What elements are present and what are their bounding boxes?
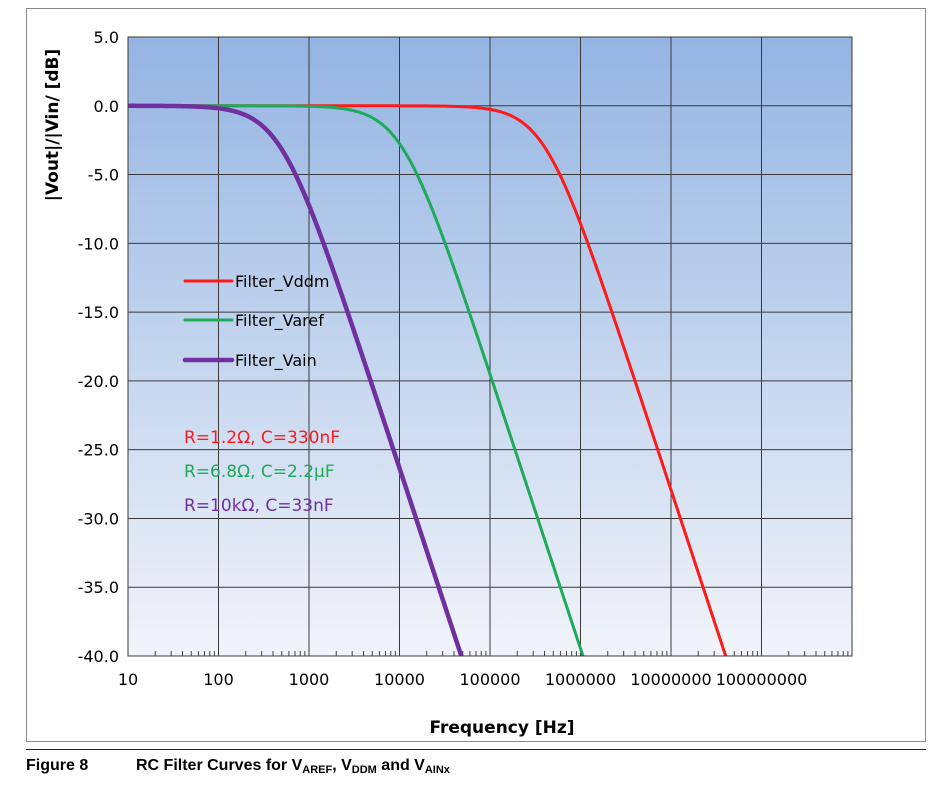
y-tick-label: -10.0 [78,234,119,253]
y-tick-label: 5.0 [94,28,119,47]
plot-border [127,36,853,657]
caption-text-prefix: RC Filter Curves for V [136,757,303,774]
y-tick-label: 0.0 [94,97,119,116]
y-tick-label: -20.0 [78,372,119,391]
legend-label: Filter_Vddm [235,272,329,292]
rc-filter-chart: 5.0 0.0 -5.0 -10.0 -15.0 -20.0 -25.0 -30.0 -35.0… [43,28,853,738]
annotations: R=1.2Ω, C=330nF R=6.8Ω, C=2.2µF R=10kΩ, C=… [184,428,340,516]
caption-sep1: , V [332,757,352,774]
legend-label: Filter_Vain [235,351,317,371]
y-tick-labels: 5.0 0.0 -5.0 -10.0 -15.0 -20.0 -25.0 -30.0 -35.0… [78,28,119,666]
y-tick-label: -15.0 [78,303,119,322]
x-tick-label: 100000000 [716,670,808,689]
caption-sub-ainx: AINx [424,764,450,776]
y-tick-label: -40.0 [78,647,119,666]
x-tick-label: 100000 [459,670,520,689]
caption-sub-ddm: DDM [351,764,377,776]
y-axis-title: |Vout|/|Vin/ [dB] [43,49,63,202]
series-line-filter-vain [128,103,464,656]
annotation-label: R=6.8Ω, C=2.2µF [184,462,335,482]
figure-number: Figure 8 [26,757,89,774]
x-axis-title: Frequency [Hz] [429,718,574,738]
x-tick-label: 10 [118,670,138,689]
x-tick-label: 100 [203,670,234,689]
x-tick-label: 10000 [374,670,425,689]
x-tick-label: 10000000 [630,670,711,689]
y-tick-label: -35.0 [78,578,119,597]
minor-ticks [154,651,849,656]
annotation-label: R=1.2Ω, C=330nF [184,428,340,448]
legend: Filter_Vddm Filter_Varef Filter_Vain [182,272,329,371]
annotation-label: R=10kΩ, C=33nF [184,496,334,516]
y-tick-label: -30.0 [78,509,119,528]
caption-sub-aref: AREF [302,764,333,776]
y-tick-label: -25.0 [78,441,119,460]
legend-label: Filter_Varef [235,311,324,331]
chart-frame: 5.0 0.0 -5.0 -10.0 -15.0 -20.0 -25.0 -30.0 -35.0… [26,8,926,742]
series-lines [128,103,728,656]
caption-sep2: and V [376,757,425,774]
x-tick-label: 1000000 [545,670,616,689]
x-tick-label: 1000 [289,670,330,689]
x-tick-labels: 10 100 1000 10000 100000 1000000 10000000 10000… [118,670,807,689]
caption-divider [26,749,926,750]
y-tick-label: -5.0 [88,166,119,185]
figure-caption: Figure 8 RC Filter Curves for VAREF, VDDM… [26,757,450,776]
